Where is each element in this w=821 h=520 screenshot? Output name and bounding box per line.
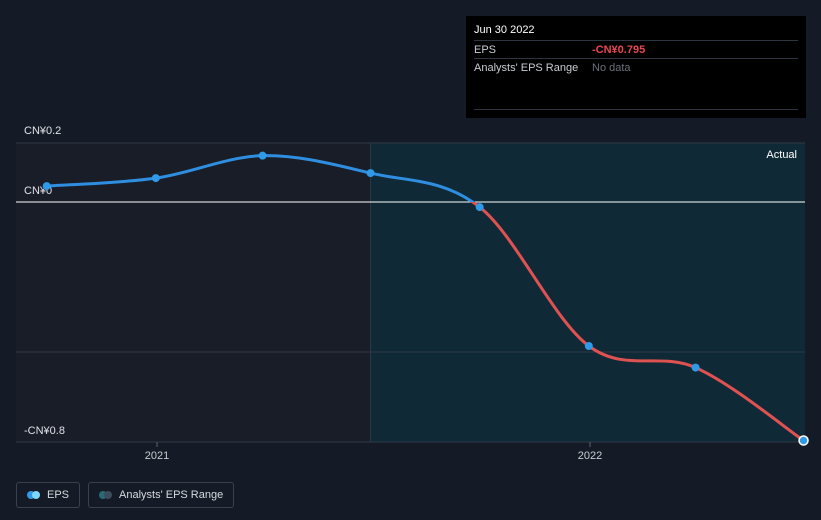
x-tick-label-2021: 2021 bbox=[145, 450, 169, 462]
tooltip-eps-label: EPS bbox=[474, 43, 497, 56]
range-swatch-icon bbox=[99, 491, 113, 499]
eps-line-negative bbox=[469, 202, 806, 442]
eps-point-2021-12-31 bbox=[584, 342, 593, 350]
eps-point-2020-12-31 bbox=[151, 174, 160, 183]
y-label-bottom: -CN¥0.8 bbox=[24, 425, 65, 437]
legend-eps[interactable]: EPS bbox=[16, 482, 81, 508]
legend-analysts-range[interactable]: Analysts' EPS Range bbox=[88, 482, 235, 508]
tooltip-range-value: No data bbox=[592, 61, 631, 74]
actual-region bbox=[370, 143, 805, 442]
tooltip-date: Jun 30 2022 bbox=[474, 24, 535, 36]
eps-line-positive bbox=[45, 154, 476, 202]
eps-point-2021-06-30 bbox=[366, 169, 375, 178]
legend: EPS Analysts' EPS Range bbox=[16, 482, 235, 508]
eps-point-2021-03-31 bbox=[258, 151, 267, 160]
tooltip-divider bbox=[474, 109, 798, 110]
eps-point-2022-03-31 bbox=[691, 363, 700, 372]
eps-point-2021-09-30 bbox=[475, 203, 484, 212]
eps-swatch-icon bbox=[27, 491, 41, 499]
eps-point-2020-09-30 bbox=[42, 182, 51, 191]
x-tick-label-2022: 2022 bbox=[578, 450, 602, 462]
eps-point-2022-06-30 bbox=[798, 435, 809, 446]
legend-eps-label: EPS bbox=[47, 489, 70, 501]
hover-tooltip: Jun 30 2022 EPS -CN¥0.795 Analysts' EPS … bbox=[466, 16, 806, 118]
tooltip-eps-value: -CN¥0.795 bbox=[592, 43, 646, 56]
past-region bbox=[16, 143, 371, 442]
y-label-top: CN¥0.2 bbox=[24, 125, 61, 137]
region-label-actual: Actual bbox=[766, 149, 797, 161]
tooltip-row-eps: EPS -CN¥0.795 bbox=[474, 40, 798, 58]
tooltip-row-range: Analysts' EPS Range No data bbox=[474, 58, 798, 76]
tooltip-range-label: Analysts' EPS Range bbox=[474, 61, 579, 74]
legend-range-label: Analysts' EPS Range bbox=[119, 489, 224, 501]
